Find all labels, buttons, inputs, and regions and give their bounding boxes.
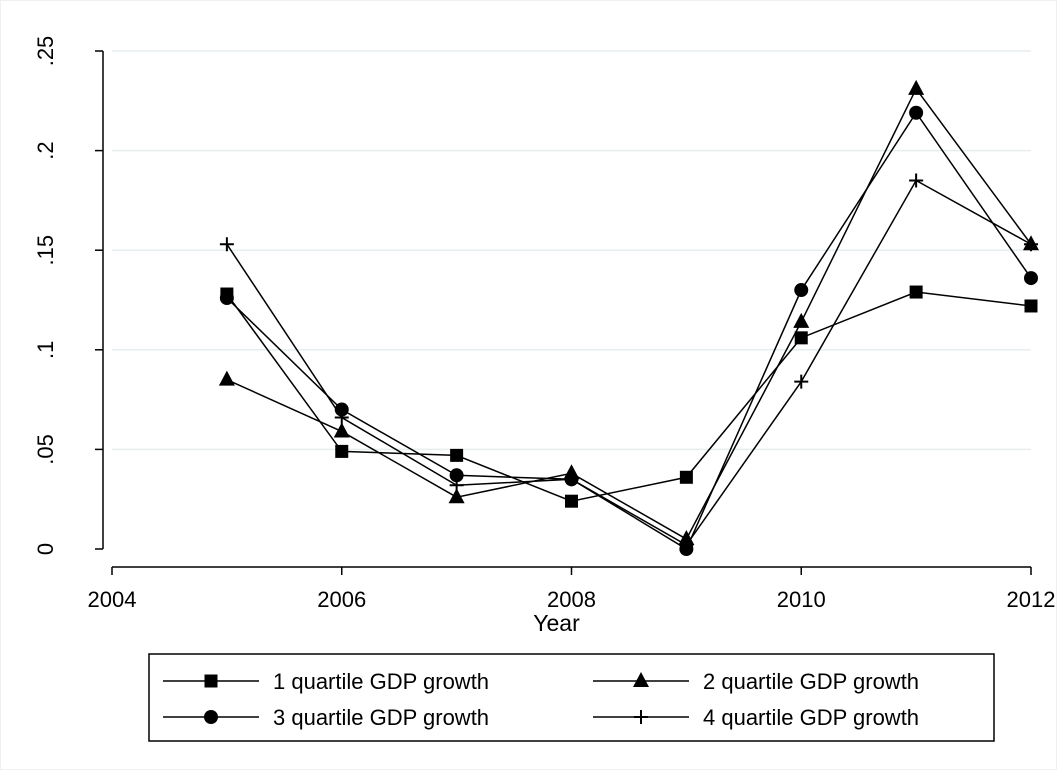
axes: 0 .05 .1 .15 .2 .25 2004 2006 2008 2010 2012 Year xyxy=(33,36,1055,636)
series-4-point-2011 xyxy=(909,173,924,188)
series-1 xyxy=(220,285,1038,508)
x-tick-label-1: 2006 xyxy=(317,587,366,612)
series-4 xyxy=(219,173,1038,553)
legend-label-3: 3 quartile GDP growth xyxy=(273,705,489,730)
series-1-point-2006 xyxy=(335,444,349,458)
legend-item-3: 3 quartile GDP growth xyxy=(163,705,489,730)
series-4-point-2006 xyxy=(334,410,349,425)
series-4-point-2009 xyxy=(679,538,694,553)
legend-marker-1 xyxy=(204,674,218,688)
legend-item-4: 4 quartile GDP growth xyxy=(593,705,919,730)
series-2-line xyxy=(226,87,1032,541)
series-1-point-2009 xyxy=(679,470,693,484)
y-tick-label-2: .1 xyxy=(33,341,58,359)
series-3-point-2011 xyxy=(909,105,924,120)
y-tick-label-0: 0 xyxy=(33,543,58,555)
series-1-point-2008 xyxy=(565,494,578,508)
y-tick-label-4: .2 xyxy=(33,141,58,159)
series-2-point-2007 xyxy=(448,488,465,504)
x-tick-label-2: 2008 xyxy=(547,587,596,612)
legend: 1 quartile GDP growth 2 quartile GDP grow… xyxy=(148,653,995,742)
series-4-point-2012 xyxy=(1024,237,1038,252)
series-2-point-2006 xyxy=(333,422,350,438)
series-4-point-2008 xyxy=(564,472,579,487)
series-2-point-2011 xyxy=(908,79,925,95)
x-tick-label-4: 2012 xyxy=(1007,587,1056,612)
legend-box xyxy=(148,653,995,742)
series-3-line xyxy=(226,111,1032,551)
series-group xyxy=(218,79,1039,556)
series-1-point-2010 xyxy=(794,331,808,345)
legend-item-1: 1 quartile GDP growth xyxy=(163,669,489,694)
y-tick-label-5: .25 xyxy=(33,36,58,67)
legend-item-2: 2 quartile GDP growth xyxy=(593,669,919,694)
gridlines xyxy=(112,50,1031,451)
legend-label-4: 4 quartile GDP growth xyxy=(703,705,919,730)
series-1-line xyxy=(226,291,1032,502)
series-4-point-2005 xyxy=(219,237,234,252)
x-tick-label-0: 2004 xyxy=(88,587,137,612)
legend-marker-4 xyxy=(634,710,648,724)
legend-marker-2 xyxy=(633,672,649,687)
series-3-point-2007 xyxy=(449,468,464,483)
series-4-point-2007 xyxy=(449,478,464,493)
series-1-point-2011 xyxy=(909,285,923,299)
series-4-point-2010 xyxy=(794,374,809,389)
series-2 xyxy=(218,79,1039,546)
series-1-point-2012 xyxy=(1024,299,1038,313)
y-tick-label-1: .05 xyxy=(33,434,58,465)
legend-label-2: 2 quartile GDP growth xyxy=(703,669,919,694)
legend-label-1: 1 quartile GDP growth xyxy=(273,669,489,694)
series-2-point-2010 xyxy=(793,312,810,328)
series-1-point-2007 xyxy=(450,448,464,462)
series-2-point-2005 xyxy=(218,370,235,386)
x-tick-label-3: 2010 xyxy=(777,587,826,612)
x-axis-title: Year xyxy=(533,610,580,636)
series-4-line xyxy=(226,179,1032,547)
series-3-point-2010 xyxy=(794,283,809,298)
series-3-point-2012 xyxy=(1024,271,1038,286)
series-3 xyxy=(219,105,1038,556)
series-3-point-2005 xyxy=(219,291,234,306)
y-tick-label-3: .15 xyxy=(33,235,58,266)
legend-marker-3 xyxy=(204,710,218,724)
